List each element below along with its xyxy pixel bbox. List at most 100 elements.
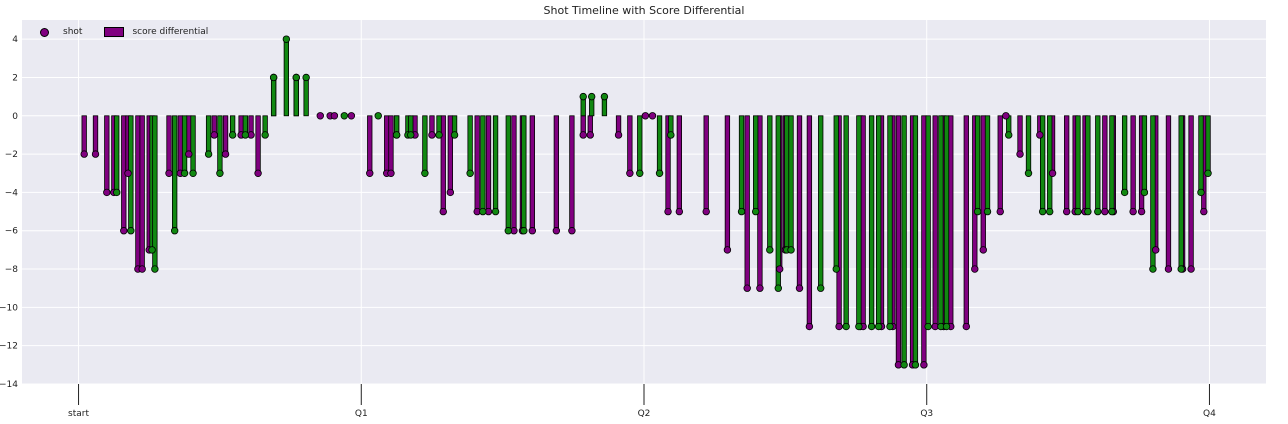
shot-marker [579,92,587,101]
score-differential-bar [172,115,178,232]
shot-marker [221,150,230,158]
shot-marker [466,169,474,177]
score-differential-bar [876,115,882,327]
score-differential-bar [505,115,511,232]
shot-marker [148,246,156,254]
score-differential-bar [843,115,849,327]
shot-marker [942,322,951,331]
shot-marker [528,227,537,235]
shot-marker [842,322,850,331]
score-differential-bar [627,115,633,174]
y-tick-label: −2 [5,150,18,160]
shot-marker [1187,265,1195,273]
shot-marker [282,35,291,43]
shot-marker [302,73,310,82]
shot-marker [600,92,609,101]
score-differential-bar [948,115,954,327]
y-tick-label: −12 [0,342,18,352]
shot-marker [1101,207,1109,216]
shot-marker [138,265,146,273]
shot-marker [241,131,250,139]
score-differential-bar [984,115,991,212]
shot-marker [421,169,429,177]
shot-marker [204,150,213,158]
score-differential-bar [480,115,486,212]
score-differential-bar [255,115,261,174]
score-differential-bar [270,77,277,117]
shot-marker [316,112,324,120]
shot-marker [330,112,339,120]
shot-marker [776,265,784,273]
shot-marker [189,169,197,177]
score-differential-bar [1130,115,1136,212]
shot-marker [1149,265,1157,273]
shot-marker [504,227,512,235]
score-differential-bar [925,115,931,327]
score-differential-bar [676,115,682,212]
y-tick-label: 0 [12,112,18,122]
score-differential-bar [485,115,492,212]
shot-marker [743,284,751,292]
shot-marker [675,207,684,216]
y-tick-label: −4 [5,188,19,198]
score-differential-bar [637,115,643,174]
score-differential-bar [104,115,110,193]
score-differential-bar [447,115,453,193]
y-tick-label: −8 [5,265,19,275]
score-differential-bar [440,115,446,212]
shot-marker [366,169,374,177]
shot-marker [446,188,455,197]
score-differential-bar [1017,115,1023,155]
score-differential-bar [784,115,790,251]
score-differential-bar [997,115,1003,212]
shot-marker [1084,207,1092,216]
shot-marker [655,169,664,177]
score-differential-bar [166,115,172,174]
score-differential-bar [806,115,813,327]
score-differential-bar [1039,115,1046,212]
score-differential-bar [190,115,196,174]
y-tick-label: 2 [12,73,18,83]
score-differential-bar [1141,115,1148,193]
shot-marker [1164,265,1173,273]
shot-marker [795,284,804,292]
score-differential-bar [887,115,893,327]
shot-marker [228,131,237,139]
shot-marker [520,227,528,235]
shot-marker [124,169,132,177]
shot-marker [428,131,436,139]
shot-marker [1197,188,1205,197]
shot-marker [450,131,459,139]
y-tick-label: −6 [5,227,19,237]
legend-label-shot: shot [63,27,83,37]
shot-marker [216,169,224,177]
score-differential-bar [422,115,428,174]
shot-marker [185,150,193,158]
shot-marker [996,207,1004,216]
shot-marker [1108,207,1116,216]
score-differential-bar [1075,115,1081,212]
score-differential-bar [511,115,517,232]
shot-marker [855,322,863,331]
shot-marker [874,322,883,331]
score-differential-bar [943,115,950,327]
score-differential-bar [703,115,709,212]
score-differential-bar [1025,115,1032,174]
score-differential-bar [205,115,212,155]
score-differential-bar [1102,115,1108,212]
shot-marker [737,207,746,216]
shot-marker [170,227,179,235]
score-differential-bar [81,115,87,155]
score-differential-bar [1085,115,1091,212]
shot-marker [723,246,732,254]
shot-marker [832,265,840,273]
score-differential-bar [388,115,394,174]
x-tick-label: Q1 [355,409,368,419]
shot-marker [103,188,111,197]
shot-marker [1048,169,1057,177]
score-differential-bar [367,115,373,174]
shot-marker [867,322,876,331]
score-differential-bar [139,115,145,270]
shot-marker [787,246,795,254]
score-differential-bar [775,115,781,289]
